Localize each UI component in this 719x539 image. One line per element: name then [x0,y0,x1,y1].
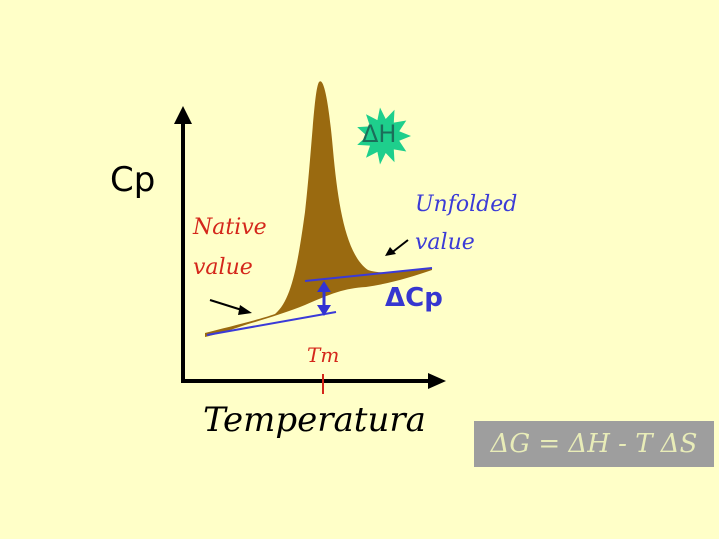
tm-label: Tm [307,343,340,367]
native-pointer-arrowhead [238,305,252,315]
native-value-label: Native value [193,208,267,288]
unfolded-baseline [304,267,433,282]
native-baseline [206,311,337,336]
unfolded-label-line2: value [415,230,475,255]
native-label-line1: Native [193,215,267,240]
unfolded-label-line1: Unfolded [415,192,518,217]
y-axis-arrowhead [174,106,192,124]
x-axis-arrowhead [428,373,446,389]
y-axis-label: Cp [110,160,156,200]
delta-cp-arrowhead-down [317,305,331,316]
native-label-line2: value [193,255,253,280]
x-axis-label: Temperatura [203,400,426,440]
unfolded-value-label: Unfolded value [415,186,517,262]
starburst-icon [357,107,411,165]
delta-cp-arrowhead-up [317,281,331,292]
gibbs-equation: ΔG = ΔH - T ΔS [490,429,698,459]
delta-h-label: ΔH [362,120,397,148]
delta-cp-label: ΔCp [385,283,443,313]
unfolded-pointer-arrowhead [385,247,396,256]
gibbs-equation-box: ΔG = ΔH - T ΔS [474,421,714,467]
